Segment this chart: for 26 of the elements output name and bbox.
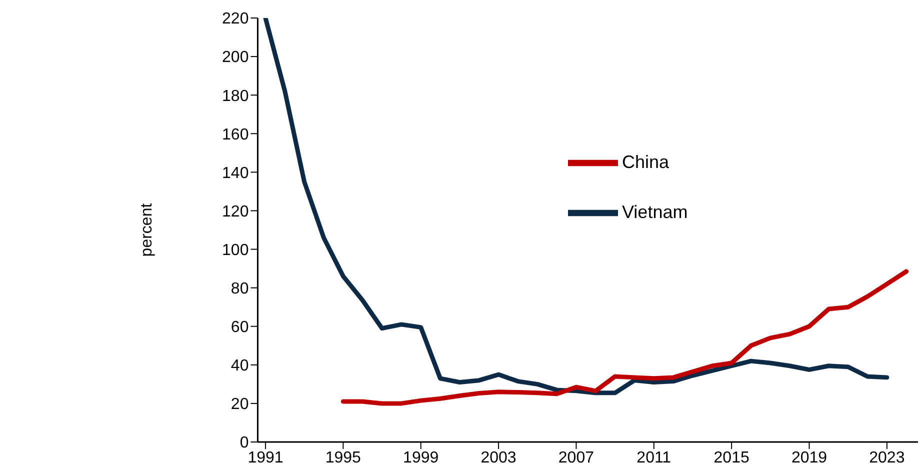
line-series [340,269,909,406]
y-tick-label: 180 [222,88,249,105]
x-tick-label: 1999 [403,449,439,466]
y-tick-label: 20 [230,396,249,414]
x-tick-label: 1991 [248,449,284,466]
x-tick-label: 2003 [480,449,516,466]
legend-label: Vietnam [622,202,688,222]
line-series [263,18,890,396]
y-tick-label: 200 [222,49,249,66]
x-tick-label: 2015 [714,449,750,466]
x-tick-label: 2023 [869,449,905,466]
y-tick-label: 60 [230,319,249,336]
y-tick-label: 220 [222,10,249,28]
y-tick-label: 100 [222,242,249,259]
y-tick-label: 80 [230,280,249,298]
x-tick-label: 2019 [791,449,828,466]
legend-label: China [622,152,670,172]
y-axis-title: percent [138,202,156,257]
x-tick-label: 2011 [636,449,672,466]
x-tick-label: 1995 [325,449,362,466]
x-tick-label: 2007 [558,449,594,466]
y-tick-label: 160 [222,126,249,144]
y-tick-label: 40 [230,358,249,375]
y-tick-label: 0 [240,434,249,452]
y-tick-label: 120 [222,203,249,220]
y-tick-label: 140 [222,164,249,182]
